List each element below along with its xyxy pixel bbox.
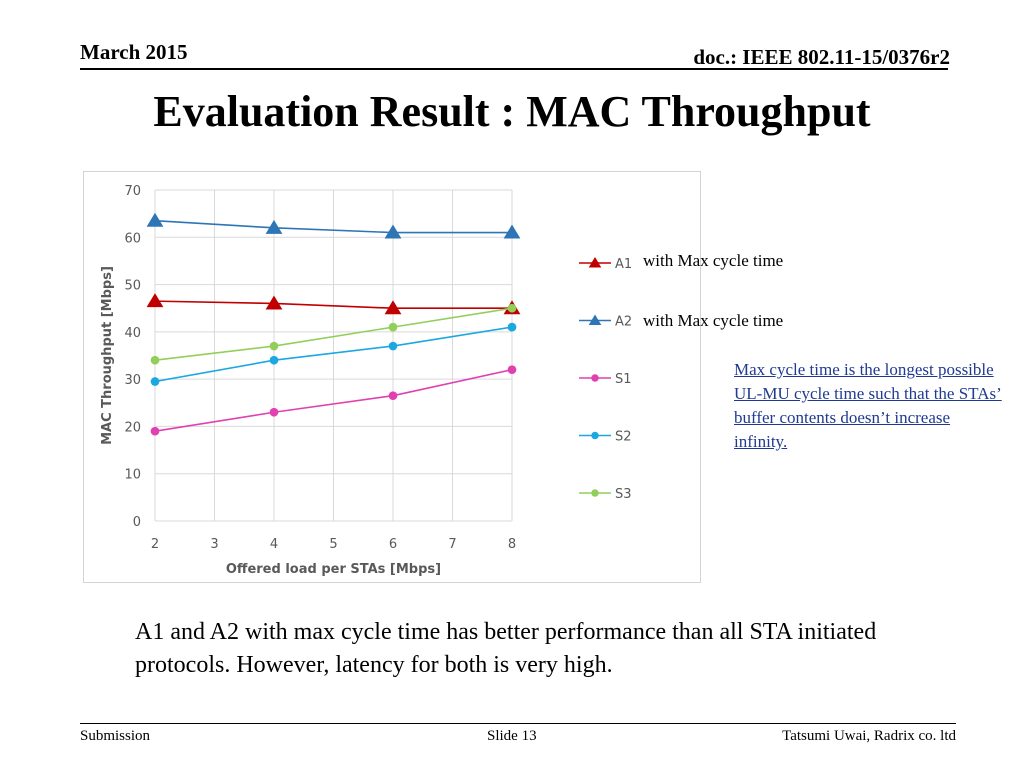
data-point-a2: [503, 224, 521, 239]
slide-title: Evaluation Result : MAC Throughput: [153, 87, 871, 136]
legend-label-s2: S2: [615, 430, 632, 445]
series-line-a1: [154, 300, 512, 310]
legend-label-a1: A1: [615, 257, 632, 272]
data-point-a1: [146, 293, 164, 308]
header-date: March 2015: [80, 40, 188, 64]
x-tick-label: 6: [389, 537, 397, 552]
series-line-s1: [154, 368, 513, 432]
y-tick-label: 60: [124, 231, 141, 246]
data-point-s1: [388, 391, 398, 401]
y-tick-label: 30: [124, 373, 141, 388]
footer-divider: [80, 723, 956, 724]
series-line-s2: [154, 326, 513, 383]
data-point-a1: [384, 300, 402, 315]
legend-label-s3: S3: [615, 487, 632, 502]
data-point-a1: [265, 295, 283, 310]
legend-marker-s3: [591, 489, 599, 497]
y-tick-label: 40: [124, 326, 141, 341]
x-tick-label: 3: [210, 537, 218, 552]
legend-marker-a2: [588, 314, 602, 325]
series-line-a2: [154, 219, 512, 234]
x-tick-label: 4: [270, 537, 278, 552]
summary-text: A1 and A2 with max cycle time has better…: [135, 619, 877, 678]
header-divider: [80, 68, 948, 70]
header-doc-id: doc.: IEEE 802.11-15/0376r2: [693, 45, 950, 69]
legend-label-a2: A2: [615, 315, 632, 330]
data-point-a2: [146, 212, 164, 227]
data-point-s2: [150, 377, 160, 386]
note-definition: Max cycle time is the longest possible U…: [734, 360, 1002, 451]
x-axis-label: Offered load per STAs [Mbps]: [226, 562, 441, 577]
legend-marker-s1: [591, 374, 599, 382]
data-point-s3: [269, 341, 279, 351]
x-tick-label: 5: [329, 537, 337, 552]
legend-label-s1: S1: [615, 372, 632, 387]
data-point-a2: [265, 219, 283, 234]
data-point-s1: [269, 407, 279, 417]
y-tick-label: 70: [124, 184, 141, 199]
legend-marker-a1: [588, 257, 602, 268]
data-point-s1: [507, 365, 517, 375]
x-tick-label: 2: [151, 537, 159, 552]
mac-throughput-chart: 0 10 20 30 40 50 60 70 2 3 4 5 6 7 8 Offered load per S…: [100, 184, 521, 577]
chart-legend: A1 A2 S1 S2 S3: [579, 257, 632, 502]
footer-submission: Submission: [80, 728, 151, 744]
y-axis-label: MAC Throughput [Mbps]: [100, 266, 115, 445]
x-tick-label: 8: [508, 537, 516, 552]
note-a2: with Max cycle time: [643, 311, 784, 330]
data-point-s3: [150, 355, 160, 365]
legend-marker-s2: [591, 431, 599, 440]
data-point-s3: [507, 303, 517, 313]
y-tick-label: 20: [124, 420, 141, 435]
data-point-s2: [388, 341, 398, 351]
y-tick-label: 0: [133, 515, 141, 530]
y-tick-label: 50: [124, 279, 141, 294]
data-point-s2: [507, 322, 517, 332]
data-point-a2: [384, 224, 402, 239]
footer-author: Tatsumi Uwai, Radrix co. ltd: [782, 728, 956, 744]
data-point-s1: [150, 426, 160, 436]
data-point-s2: [269, 355, 279, 365]
data-point-s3: [388, 322, 398, 332]
x-tick-label: 7: [448, 537, 456, 552]
y-tick-label: 10: [124, 468, 141, 483]
series-line-s3: [154, 307, 513, 362]
note-a1: with Max cycle time: [643, 251, 784, 270]
footer-slide-number: Slide 13: [487, 728, 537, 744]
